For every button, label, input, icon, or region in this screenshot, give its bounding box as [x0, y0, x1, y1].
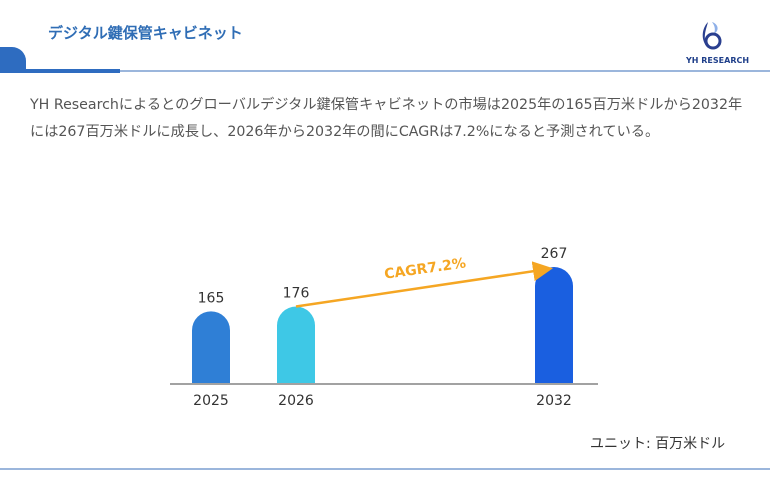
cagr-arrow — [295, 261, 553, 308]
cagr-label: CAGR7.2% — [383, 255, 467, 282]
header-divider — [0, 69, 120, 73]
x-tick-label: 2026 — [278, 393, 314, 409]
value-label: 165 — [198, 290, 225, 306]
bar-2032 — [535, 267, 573, 383]
market-description: YH Researchによるとのグローバルデジタル鍵保管キャビネットの市場は20… — [30, 97, 743, 140]
x-tick-label: 2032 — [536, 393, 572, 409]
logo-icon — [702, 22, 722, 50]
bar-2025 — [192, 311, 230, 383]
header-tab-accent — [0, 47, 26, 71]
page-title: デジタル鍵保管キャビネット — [48, 24, 243, 42]
value-label: 176 — [283, 286, 310, 302]
yh-research-logo: YH RESEARCH — [686, 20, 750, 66]
header-divider-line — [120, 70, 770, 72]
footer-line — [0, 468, 770, 470]
bar-2026 — [277, 306, 315, 383]
value-label: 267 — [541, 246, 568, 262]
logo-text: YH RESEARCH — [686, 56, 750, 65]
x-tick-label: 2025 — [193, 393, 229, 409]
unit-label: ユニット: 百万米ドル — [590, 436, 726, 452]
